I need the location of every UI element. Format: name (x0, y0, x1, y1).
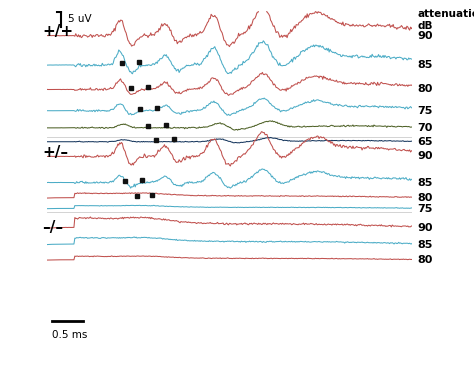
Text: 70: 70 (417, 123, 433, 133)
Text: 85: 85 (417, 240, 433, 250)
Text: 85: 85 (417, 178, 433, 187)
Text: 90: 90 (417, 151, 433, 161)
Text: 75: 75 (417, 106, 433, 116)
Text: attenuation
dB: attenuation dB (417, 10, 474, 31)
Text: +/+: +/+ (43, 24, 73, 39)
Text: 90: 90 (417, 31, 433, 40)
Text: 80: 80 (417, 85, 433, 95)
Text: 65: 65 (417, 137, 433, 147)
Text: 80: 80 (417, 255, 433, 265)
Text: 5 uV: 5 uV (68, 14, 91, 24)
Text: –/–: –/– (43, 220, 64, 235)
Text: 75: 75 (417, 204, 433, 214)
Text: +/–: +/– (43, 145, 69, 160)
Text: 0.5 ms: 0.5 ms (52, 330, 88, 340)
Text: 80: 80 (417, 193, 433, 203)
Text: 85: 85 (417, 60, 433, 70)
Text: 90: 90 (417, 223, 433, 233)
